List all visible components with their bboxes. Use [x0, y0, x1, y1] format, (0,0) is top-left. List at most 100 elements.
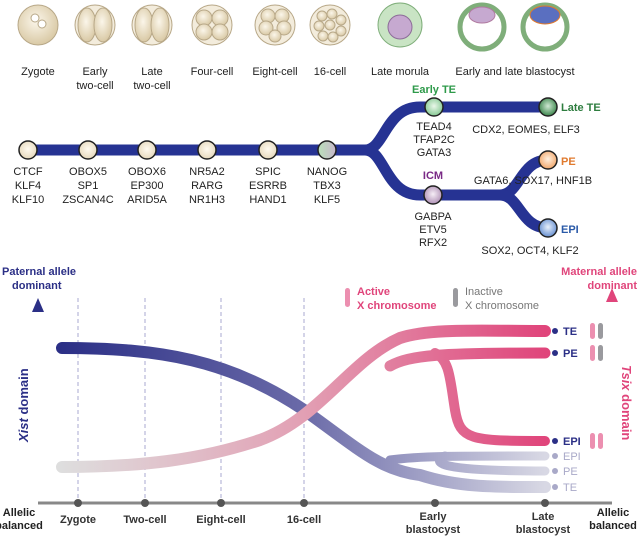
icm-label: ICM — [423, 170, 443, 182]
timepoint-label: blastocyst — [516, 524, 571, 536]
factor: NANOG — [307, 166, 347, 178]
factor: NR1H3 — [189, 194, 225, 206]
legend-active: X chromosome — [357, 300, 436, 312]
lineage-pe: PE — [563, 348, 578, 360]
tsix-curve — [56, 324, 551, 473]
factor: GABPA — [414, 211, 452, 223]
timepoint-label: Zygote — [60, 514, 96, 526]
lineage-pe-paternal: PE — [563, 466, 578, 478]
xist-curve — [56, 342, 551, 494]
legend-active: Active — [357, 286, 390, 298]
factor: KLF5 — [314, 194, 340, 206]
lineage-epi-paternal: EPI — [563, 451, 581, 463]
node-zygote — [18, 140, 38, 160]
node-pe — [538, 150, 558, 170]
x-status-pe — [590, 345, 603, 361]
timepoint-label: 16-cell — [287, 514, 321, 526]
factor: ZSCAN4C — [62, 194, 113, 206]
factor: TBX3 — [313, 180, 341, 192]
active-x-swatch — [345, 288, 350, 307]
stage-labels: Zygote Early two-cell Late two-cell Four… — [21, 66, 574, 92]
xist-domain-label: Xist domain — [16, 368, 31, 443]
lineage-end-labels: TE PE EPI EPI PE TE — [552, 323, 603, 494]
factor: GATA3 — [417, 147, 451, 159]
factor: ETV5 — [419, 224, 447, 236]
timepoint-ticks — [74, 499, 549, 507]
four-cell-icon — [191, 4, 233, 46]
maternal-label: Maternal allele — [561, 266, 637, 278]
epi-factors: SOX2, OCT4, KLF2 — [481, 245, 578, 257]
pe-label: PE — [561, 156, 576, 168]
lineage-epi: EPI — [563, 436, 581, 448]
factor: KLF10 — [12, 194, 44, 206]
factor: ESRRB — [249, 180, 287, 192]
node-eight-cell — [258, 140, 278, 160]
x-status-te — [590, 323, 603, 339]
late-blastocyst-icon — [520, 2, 570, 52]
node-16-cell — [317, 140, 337, 160]
stage-label: two-cell — [133, 80, 170, 92]
eight-cell-icon — [254, 4, 296, 46]
allelic-balanced-left: balanced — [0, 520, 43, 532]
paternal-label: dominant — [12, 280, 62, 292]
factor: OBOX5 — [69, 166, 107, 178]
timepoint-labels: Zygote Two-cell Eight-cell 16-cell Early… — [0, 507, 637, 536]
lineage-te-paternal: TE — [563, 482, 577, 494]
factor: TEAD4 — [416, 121, 451, 133]
node-icm — [423, 185, 443, 205]
factor: ARID5A — [127, 194, 167, 206]
node-epi — [538, 218, 558, 238]
node-late-two-cell — [137, 140, 157, 160]
node-early-te — [424, 97, 444, 117]
stage-label: Zygote — [21, 66, 55, 78]
factor: SPIC — [255, 166, 281, 178]
allelic-balanced-right: balanced — [589, 520, 637, 532]
x-status-epi — [590, 433, 603, 449]
timepoint-label: Early — [420, 511, 448, 523]
timepoint-label: blastocyst — [406, 524, 461, 536]
inactive-x-swatch — [453, 288, 458, 307]
node-four-cell — [197, 140, 217, 160]
maternal-label: dominant — [588, 280, 638, 292]
node-late-te — [538, 97, 558, 117]
epi-label: EPI — [561, 224, 579, 236]
stage-label: Four-cell — [191, 66, 234, 78]
stage-label: Eight-cell — [252, 66, 297, 78]
factor: RARG — [191, 180, 223, 192]
late-te-factors: CDX2, EOMES, ELF3 — [472, 124, 580, 136]
legend-inactive: Inactive — [465, 286, 503, 298]
legend: Active X chromosome Inactive X chromosom… — [345, 286, 539, 312]
early-two-cell-icon — [74, 4, 116, 46]
timepoint-label: Two-cell — [123, 514, 166, 526]
late-morula-icon — [377, 2, 423, 48]
right-arrow-icon — [606, 288, 618, 302]
timepoint-label: Eight-cell — [196, 514, 246, 526]
sixteen-cell-icon — [309, 4, 351, 46]
stage-label: 16-cell — [314, 66, 346, 78]
tsix-domain-label: Tsix domain — [619, 365, 634, 440]
stage-label: Early — [82, 66, 108, 78]
dashed-gridlines — [77, 298, 305, 503]
pe-factors: GATA6, SOX17, HNF1B — [474, 175, 592, 187]
stage-label: Late — [141, 66, 162, 78]
factor: EP300 — [130, 180, 163, 192]
factor: RFX2 — [419, 237, 447, 249]
stage-label: Early and late blastocyst — [455, 66, 574, 78]
late-te-label: Late TE — [561, 102, 601, 114]
left-arrow-icon — [32, 298, 44, 312]
factor: OBOX6 — [128, 166, 166, 178]
embryo-illustrations — [17, 2, 570, 52]
timepoint-label: Late — [532, 511, 555, 523]
early-te-label: Early TE — [412, 84, 456, 96]
axes — [32, 288, 618, 505]
legend-inactive: X chromosome — [465, 300, 539, 312]
factor: TFAP2C — [413, 134, 455, 146]
factor: SP1 — [78, 180, 99, 192]
allelic-balanced-right: Allelic — [597, 507, 629, 519]
stage-label: two-cell — [76, 80, 113, 92]
zygote-icon — [17, 4, 59, 46]
factor: CTCF — [13, 166, 43, 178]
axis-titles: Paternal allele dominant Maternal allele… — [2, 266, 637, 443]
factor: HAND1 — [249, 194, 286, 206]
